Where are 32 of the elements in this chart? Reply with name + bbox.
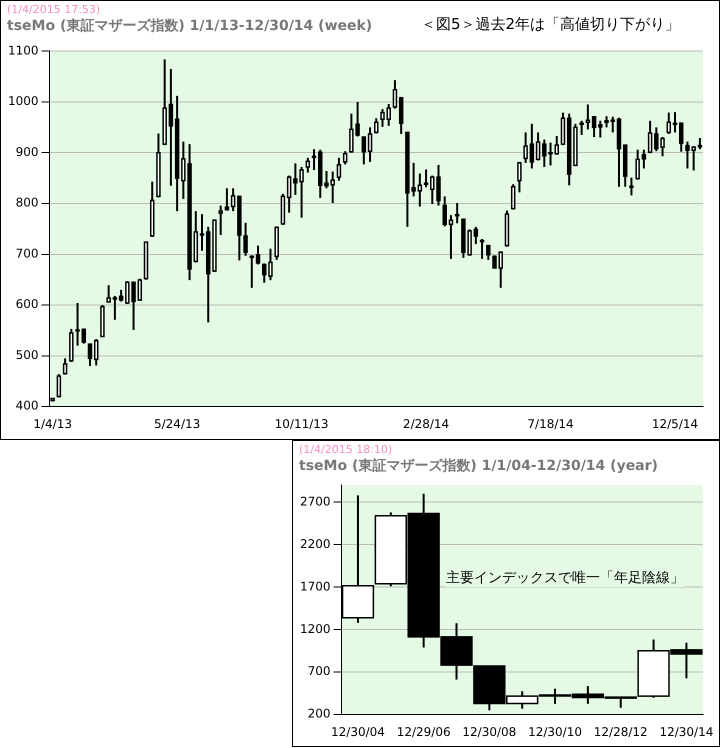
x-tick-label: 12/30/08 (462, 724, 516, 739)
y-tick-label: 800 (16, 196, 39, 210)
x-tick-label: 12/28/12 (594, 724, 648, 739)
y-tick-label: 2200 (300, 536, 331, 551)
y-tick-label: 1000 (8, 94, 39, 108)
x-tick-label: 12/29/06 (396, 724, 451, 739)
y-tick-label: 900 (16, 144, 39, 159)
chart-title: tseMo (東証マザーズ指数) 1/1/13-12/30/14 (week) (7, 17, 372, 35)
x-tick-label: 12/5/14 (652, 416, 698, 431)
y-tick-label: 700 (16, 246, 39, 260)
text: ＜図5＞過去2年は「高値切り下がり」 (421, 15, 680, 34)
y-tick-label: 200 (308, 706, 331, 721)
y-tick-label: 2700 (300, 494, 331, 508)
y-tick-label: 1200 (300, 622, 331, 636)
annotation: 主要インデックスで唯一「年足陰線」 (446, 569, 684, 587)
text: (1/4/2015 17:53) (7, 3, 100, 16)
y-tick-label: 400 (16, 398, 39, 413)
y-tick-label: 1700 (300, 579, 331, 594)
y-tick-label: 1100 (8, 43, 39, 58)
chart-title: tseMo (東証マザーズ指数) 1/1/04-12/30/14 (year) (299, 457, 658, 475)
y-tick-label: 500 (16, 348, 39, 362)
x-tick-label: 12/30/10 (528, 724, 582, 739)
x-tick-label: 1/4/13 (33, 416, 72, 431)
y-tick-label: 700 (308, 664, 331, 678)
y-tick-label: 600 (16, 297, 39, 312)
text: (1/4/2015 18:10) (299, 443, 392, 456)
x-tick-label: 12/30/04 (331, 724, 385, 739)
x-tick-label: 7/18/14 (527, 416, 574, 431)
x-tick-label: 10/11/13 (274, 416, 329, 431)
x-tick-label: 2/28/14 (402, 416, 450, 431)
x-tick-label: 5/24/13 (154, 416, 200, 431)
x-tick-label: 12/30/14 (659, 724, 714, 739)
